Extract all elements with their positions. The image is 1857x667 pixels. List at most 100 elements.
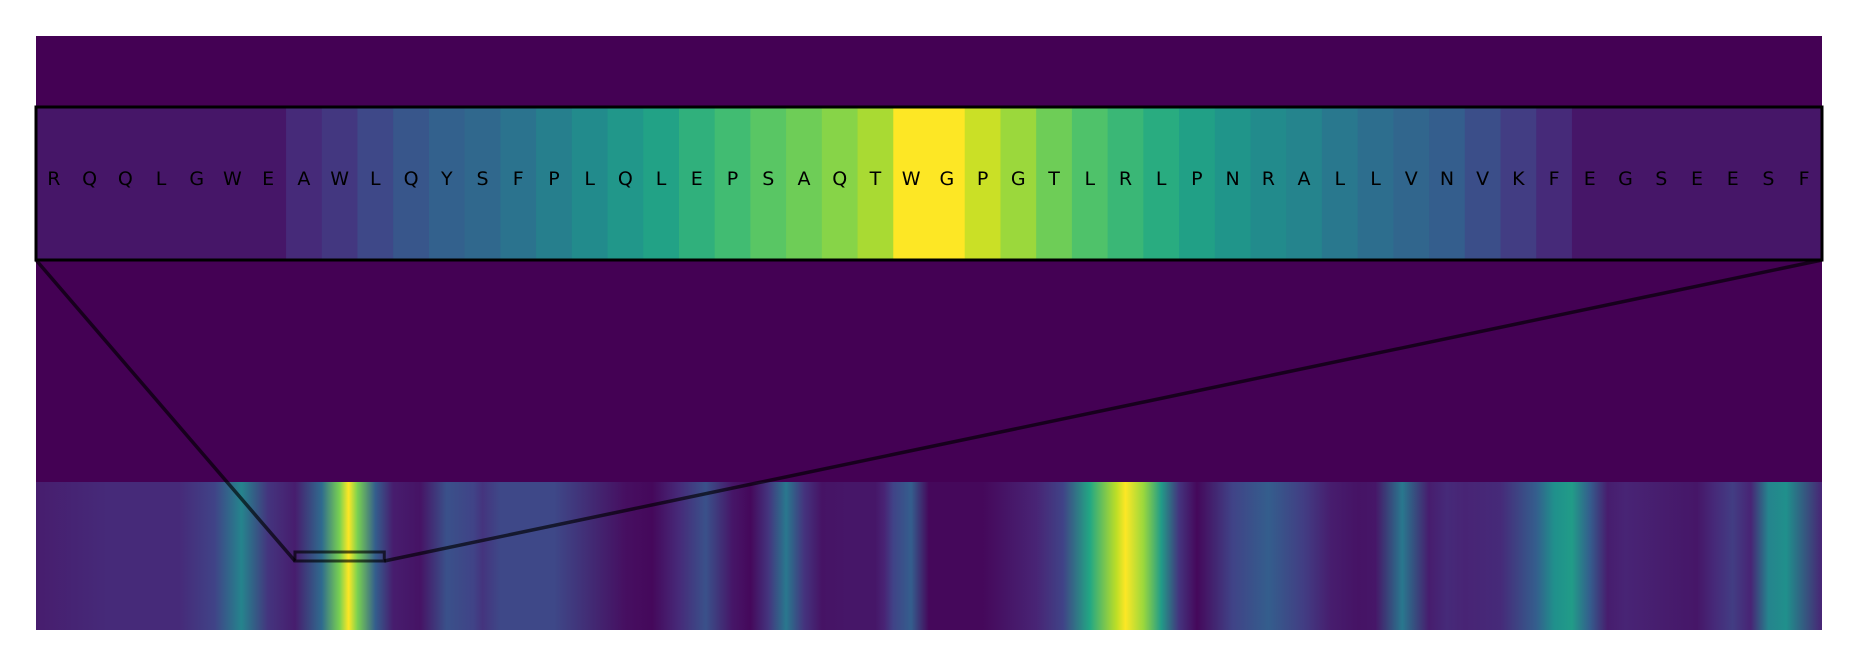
residue-label: E xyxy=(1584,168,1596,190)
residue-label: Q xyxy=(404,168,419,190)
zoom-cell xyxy=(929,107,966,260)
residue-label: L xyxy=(370,168,381,190)
zoom-cell xyxy=(71,107,109,260)
zoom-cell xyxy=(1571,107,1609,260)
zoom-cell xyxy=(464,107,501,260)
zoom-cell xyxy=(250,107,287,260)
residue-label: R xyxy=(1262,168,1275,190)
zoom-cell xyxy=(643,107,680,260)
residue-label: S xyxy=(762,168,774,190)
zoom-window-marker xyxy=(293,550,386,563)
zoom-cell xyxy=(1714,107,1752,260)
residue-label: E xyxy=(691,168,703,190)
zoom-cell xyxy=(714,107,751,260)
zoom-cell xyxy=(393,107,430,260)
residue-label: V xyxy=(1476,168,1489,190)
residue-label: T xyxy=(869,168,882,190)
zoom-cell xyxy=(1429,107,1466,260)
zoom-cell xyxy=(750,107,787,260)
residue-label: W xyxy=(902,168,921,190)
residue-label: Q xyxy=(82,168,97,190)
residue-label: G xyxy=(939,168,954,190)
residue-label: W xyxy=(330,168,349,190)
zoom-cell xyxy=(893,107,930,260)
residue-label: L xyxy=(1370,168,1381,190)
zoom-cell xyxy=(1321,107,1359,260)
residue-label: F xyxy=(1799,168,1810,190)
zoom-cell xyxy=(1250,107,1287,260)
residue-label: F xyxy=(1549,168,1560,190)
residue-label: L xyxy=(1084,168,1095,190)
residue-label: R xyxy=(47,168,60,190)
zoom-cell xyxy=(964,107,1002,260)
zoom-cell xyxy=(286,107,323,260)
zoom-cell xyxy=(1286,107,1323,260)
zoom-cell xyxy=(1464,107,1502,260)
zoom-cell xyxy=(571,107,609,260)
residue-label: L xyxy=(1156,168,1167,190)
zoom-cell xyxy=(1071,107,1109,260)
residue-label: A xyxy=(297,168,310,190)
residue-label: F xyxy=(513,168,524,190)
zoom-cell xyxy=(1143,107,1180,260)
residue-label: Q xyxy=(618,168,633,190)
zoom-cell xyxy=(678,107,716,260)
zoom-cell xyxy=(500,107,537,260)
zoom-connector-left xyxy=(34,258,297,563)
residue-label: P xyxy=(1191,168,1202,190)
residue-label: P xyxy=(548,168,559,190)
residue-label: S xyxy=(1655,168,1667,190)
zoom-cell xyxy=(1107,107,1144,260)
residue-label: L xyxy=(584,168,595,190)
residue-label: W xyxy=(223,168,242,190)
residue-label: G xyxy=(1011,168,1026,190)
residue-label: Q xyxy=(118,168,133,190)
residue-label: Q xyxy=(832,168,847,190)
zoom-cell xyxy=(143,107,180,260)
residue-label: Y xyxy=(440,168,453,190)
zoom-cell xyxy=(1536,107,1573,260)
zoom-cell xyxy=(1357,107,1394,260)
residue-label: L xyxy=(1334,168,1345,190)
residue-label: R xyxy=(1119,168,1132,190)
zoom-cell xyxy=(1643,107,1680,260)
zoom-cell xyxy=(36,107,73,260)
zoom-panel-frame xyxy=(34,105,1824,262)
residue-label: K xyxy=(1512,168,1525,190)
zoom-cell xyxy=(1750,107,1787,260)
zoom-cell xyxy=(107,107,144,260)
residue-label: P xyxy=(727,168,738,190)
zoom-cell xyxy=(857,107,894,260)
zoom-connector-right xyxy=(383,258,1823,563)
residue-label: P xyxy=(977,168,988,190)
zoom-cell xyxy=(536,107,573,260)
zoom-cell xyxy=(1607,107,1644,260)
zoom-cell xyxy=(1786,107,1823,260)
residue-label: A xyxy=(797,168,810,190)
zoom-cell xyxy=(1679,107,1716,260)
residue-label: N xyxy=(1226,168,1240,190)
zoom-cell xyxy=(1500,107,1537,260)
residue-label: A xyxy=(1298,168,1311,190)
residue-label: T xyxy=(1047,168,1060,190)
zoom-panel-cells xyxy=(36,107,1823,260)
residue-label: S xyxy=(1762,168,1774,190)
zoom-cell xyxy=(428,107,466,260)
residue-label: E xyxy=(1727,168,1739,190)
residue-label: S xyxy=(476,168,488,190)
zoom-cell xyxy=(321,107,359,260)
zoom-cell xyxy=(357,107,394,260)
full-sequence-track xyxy=(36,482,1822,630)
zoom-cell xyxy=(1000,107,1037,260)
residue-label: L xyxy=(656,168,667,190)
residue-label: G xyxy=(1618,168,1633,190)
residue-label: E xyxy=(262,168,274,190)
zoom-cell xyxy=(1393,107,1430,260)
zoom-cell xyxy=(214,107,251,260)
residue-label: G xyxy=(189,168,204,190)
residue-label: L xyxy=(156,168,167,190)
residue-label: N xyxy=(1440,168,1454,190)
zoom-cell xyxy=(1036,107,1073,260)
residue-label: V xyxy=(1405,168,1418,190)
